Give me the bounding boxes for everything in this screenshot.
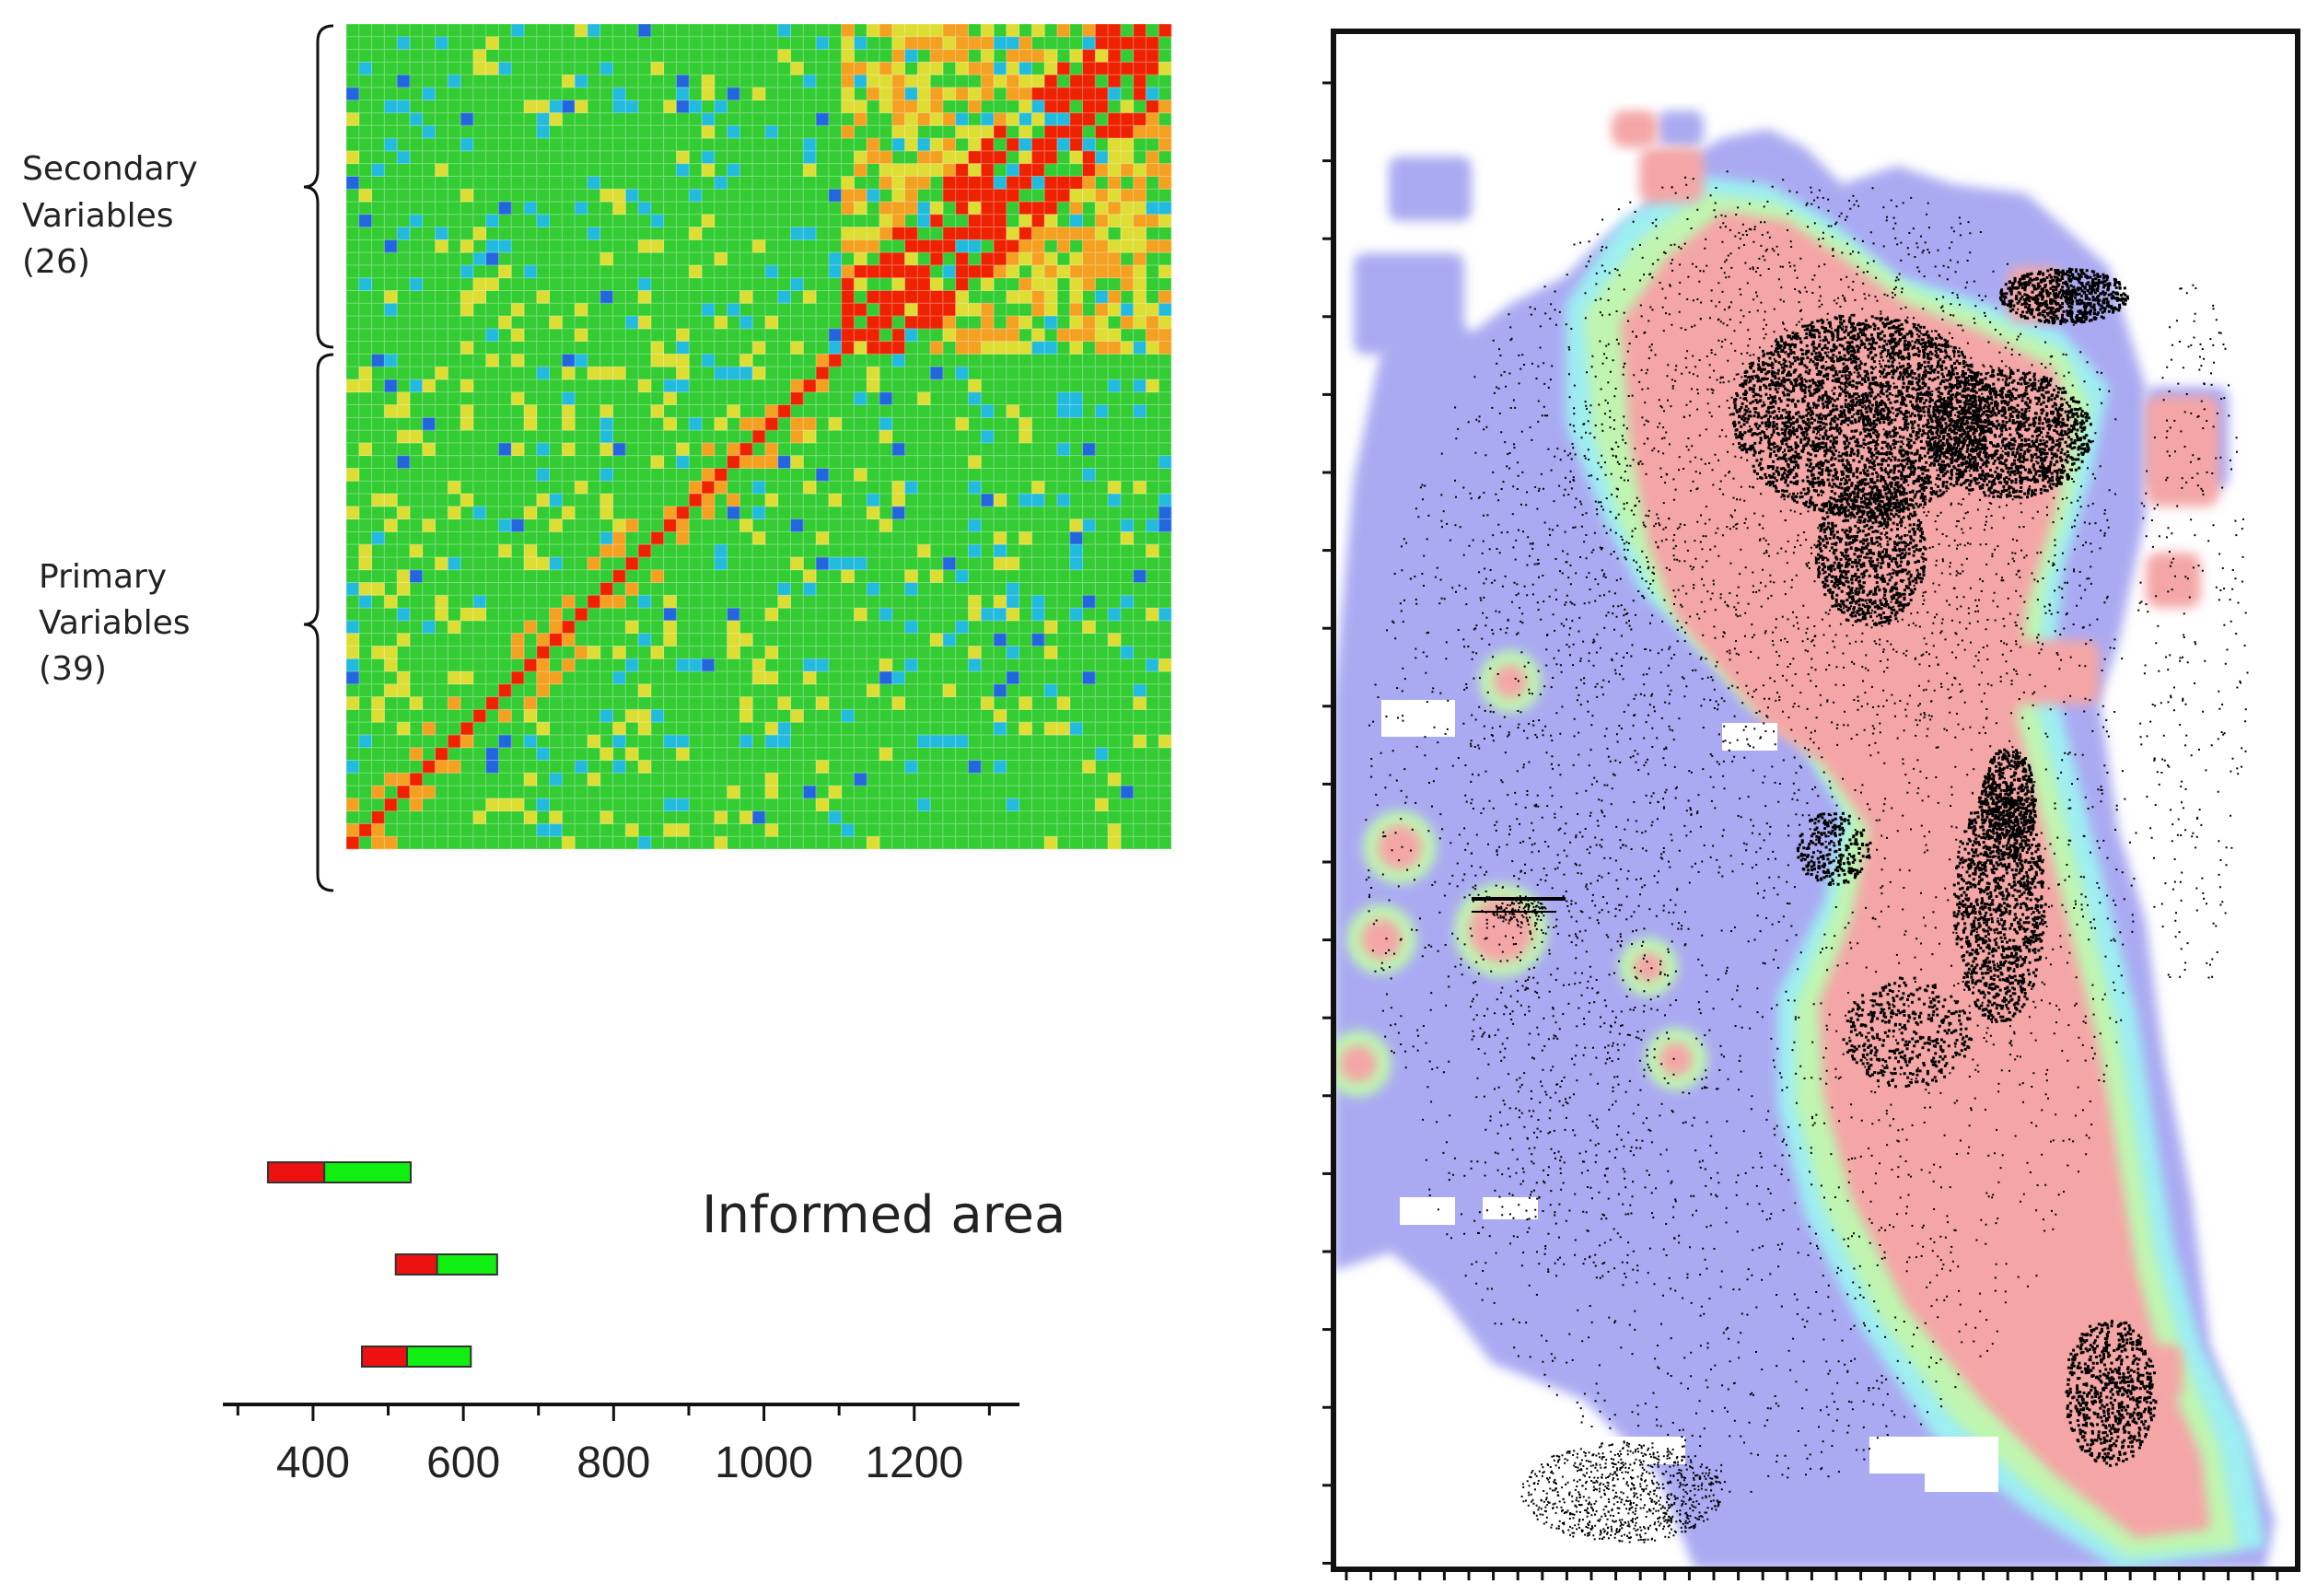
sample-point-cluster (1520, 1441, 1723, 1544)
sample-point-cluster (1567, 186, 2117, 734)
map-zone-lavender-block (1354, 253, 1464, 355)
range-bar-red-segment (360, 1346, 408, 1368)
map-zone-pink-patch (1998, 640, 2100, 705)
map-zone-pink-patch (2146, 396, 2219, 507)
secondary-label-line3: (26) (22, 243, 90, 281)
map-zone-blob (1494, 665, 1527, 698)
sample-point-cluster (1980, 748, 2037, 858)
x-axis-ticks (236, 1404, 991, 1421)
map-zone-pink-patch (2146, 553, 2201, 608)
map-zone-empty (1400, 1197, 1455, 1225)
sample-point-cluster (2137, 284, 2249, 979)
map-frame (1331, 29, 2300, 1572)
x-axis-tick-label: 1000 (715, 1439, 813, 1487)
map-zone-lavender-block (1389, 157, 1472, 221)
primary-label-line1: Primary (39, 558, 167, 596)
secondary-label-line1: Secondary (22, 150, 198, 188)
map-zone-empty (1483, 1197, 1538, 1219)
range-bars (266, 1161, 498, 1368)
sample-point-cluster (1492, 899, 1546, 927)
sample-point-cluster (1998, 267, 2129, 325)
sample-point-cluster (2065, 1320, 2158, 1467)
sample-point-cluster (1925, 368, 2092, 499)
map-zone-blob (1361, 919, 1402, 960)
map-zone-empty (1473, 1437, 1529, 1566)
primary-brace (303, 353, 334, 892)
map-axis-ticks (1322, 81, 2279, 1580)
secondary-brace (303, 24, 334, 349)
map-zone-blob (1340, 1045, 1377, 1082)
x-axis-tick-labels: 400 600 800 1000 1200 (276, 1439, 963, 1487)
map-zone-empty (1925, 1437, 1998, 1492)
map-zone-empty (1602, 1437, 1685, 1464)
sample-point-cluster (1796, 811, 1872, 886)
correlation-matrix (345, 23, 1172, 850)
map-sample-points (1365, 170, 2249, 1544)
sample-point-cluster (1814, 480, 1927, 626)
range-bar-green-segment (323, 1161, 413, 1183)
range-bar-chart: 400 600 800 1000 1200 (223, 1161, 1019, 1487)
secondary-label: Secondary Variables (26) (22, 150, 208, 281)
range-bar (394, 1253, 498, 1276)
map-zone-blob (1378, 825, 1422, 869)
map-zone-pink (1621, 212, 2210, 1538)
map-zone-blob (1469, 898, 1533, 962)
range-bar-green-segment (405, 1346, 472, 1368)
map-zone-pink-patch (1612, 111, 1658, 147)
x-axis-tick-label: 600 (426, 1439, 500, 1487)
map-zone-blob (1634, 952, 1663, 982)
primary-label-line3: (39) (39, 650, 107, 688)
range-bar (266, 1161, 413, 1183)
sample-point-cluster (1842, 976, 1974, 1089)
range-bar-green-segment (436, 1253, 498, 1276)
map-zone-lavender-block (1658, 111, 1704, 147)
map-zone-empty (1381, 700, 1455, 737)
informed-area-label: Informed area (702, 1185, 1065, 1245)
map-zone-pink-patch (1639, 147, 1704, 203)
x-axis-tick-label: 800 (576, 1439, 650, 1487)
range-bar (360, 1346, 472, 1368)
map-zone-blob (1659, 1043, 1693, 1076)
x-axis-tick-label: 400 (276, 1439, 350, 1487)
primary-label-line2: Variables (39, 604, 191, 642)
range-bar-red-segment (266, 1161, 326, 1183)
secondary-label-line2: Variables (22, 197, 174, 235)
x-axis-tick-label: 1200 (865, 1439, 963, 1487)
primary-label: Primary Variables (39) (39, 558, 201, 688)
range-bar-red-segment (394, 1253, 438, 1276)
spatial-map (1333, 31, 2298, 1569)
sample-point-cluster (1731, 313, 1992, 518)
